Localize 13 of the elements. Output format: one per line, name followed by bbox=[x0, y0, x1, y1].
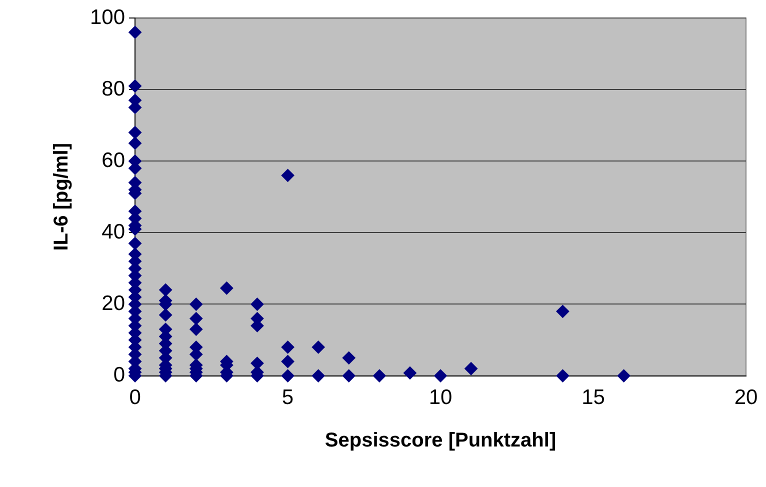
x-tick-label: 10 bbox=[428, 386, 452, 410]
x-tick-label: 0 bbox=[129, 386, 141, 410]
y-tick-label: 40 bbox=[102, 220, 126, 244]
y-tick-label: 0 bbox=[113, 364, 126, 387]
y-axis-title: IL-6 [pg/ml] bbox=[50, 143, 73, 251]
x-tick-label: 5 bbox=[282, 386, 294, 410]
x-axis-title: Sepsisscore [Punktzahl] bbox=[324, 430, 556, 452]
y-tick-label: 20 bbox=[102, 292, 126, 316]
y-tick-label: 100 bbox=[90, 6, 126, 29]
y-tick-label: 80 bbox=[102, 77, 126, 100]
y-tick-label: 60 bbox=[102, 148, 126, 172]
x-tick-label: 20 bbox=[734, 386, 758, 410]
x-tick-label: 15 bbox=[582, 386, 605, 410]
